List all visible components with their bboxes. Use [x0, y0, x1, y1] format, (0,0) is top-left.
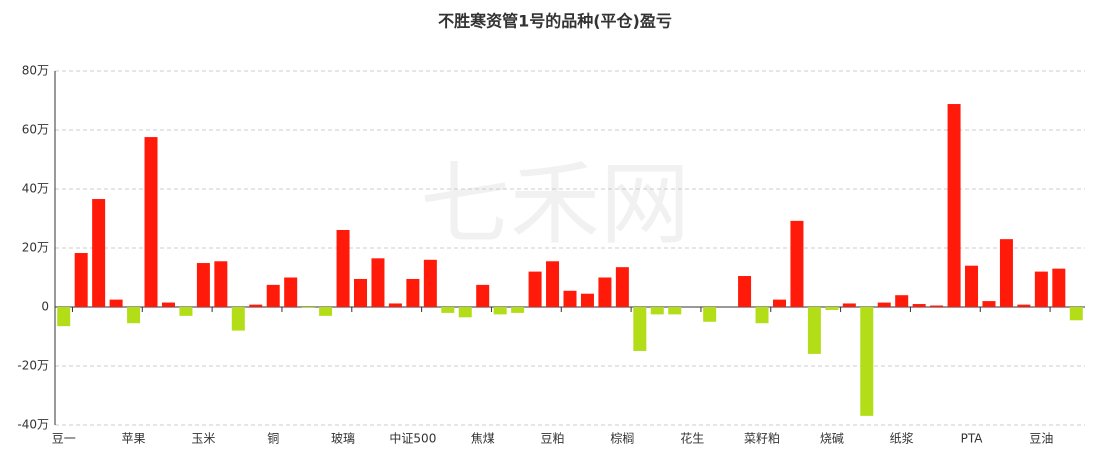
x-tick-label: 豆一 [52, 432, 76, 446]
y-tick-label: -40万 [17, 418, 49, 432]
bar [842, 303, 856, 307]
bar [825, 307, 839, 310]
x-tick-label: 烧碱 [820, 432, 844, 446]
bar [109, 299, 123, 307]
x-tick-label: 花生 [680, 431, 704, 446]
bar [633, 307, 647, 351]
bar [668, 307, 682, 315]
x-tick-label: 棕榈 [610, 431, 634, 446]
bar [336, 230, 350, 307]
y-tick-label: 60万 [22, 123, 49, 137]
bar [930, 305, 944, 307]
bar [650, 307, 664, 315]
bar [912, 304, 926, 307]
bar [179, 307, 193, 316]
bar [388, 303, 402, 307]
bar [615, 267, 629, 307]
chart-title: 不胜寒资管1号的品种(平仓)盈亏 [438, 12, 672, 31]
bar [772, 299, 786, 307]
bar [214, 261, 228, 307]
bar [703, 307, 717, 322]
y-tick-label: 20万 [22, 241, 49, 255]
bar [57, 307, 71, 327]
x-tick-label: 玻璃 [331, 432, 355, 446]
bar [458, 307, 472, 318]
x-tick-label: 菜籽粕 [744, 431, 780, 446]
bar [563, 290, 577, 307]
x-tick-label: 中证500 [389, 431, 436, 446]
bar [423, 259, 437, 307]
bar [196, 263, 210, 307]
bar [354, 278, 368, 307]
bar [1034, 271, 1048, 307]
bar [528, 271, 542, 307]
bar [284, 277, 298, 307]
bar [965, 265, 979, 307]
bar [877, 302, 891, 307]
bar [598, 277, 612, 307]
x-tick-label: 苹果 [122, 432, 146, 446]
bar [807, 307, 821, 354]
x-tick-label: 豆油 [1029, 432, 1053, 446]
bar [144, 137, 158, 307]
bar [127, 307, 141, 324]
bar [982, 301, 996, 307]
bar [947, 104, 961, 307]
y-tick-label: -20万 [17, 359, 49, 373]
x-tick-label: 豆粕 [541, 431, 565, 446]
bar [74, 253, 88, 307]
bar [319, 307, 333, 316]
bar [266, 284, 280, 307]
bar [371, 258, 385, 307]
x-tick-label: 玉米 [191, 432, 215, 446]
x-tick-label: 铜 [267, 431, 279, 446]
y-tick-label: 80万 [22, 64, 49, 78]
bar [755, 307, 769, 324]
bar [161, 302, 175, 307]
bar [580, 293, 594, 307]
bar [546, 261, 560, 307]
x-tick-label: PTA [961, 432, 984, 446]
bar [790, 220, 804, 307]
bar [1017, 304, 1031, 307]
bar [1052, 268, 1066, 307]
y-tick-label: 0 [41, 300, 49, 314]
bar [999, 239, 1013, 307]
bar [406, 278, 420, 307]
y-tick-label: 40万 [22, 182, 49, 196]
bar [441, 307, 455, 313]
bar [231, 307, 245, 331]
bar [476, 284, 490, 307]
x-tick-label: 焦煤 [471, 432, 495, 446]
bar [301, 307, 315, 308]
bar [511, 307, 525, 313]
x-tick-label: 纸浆 [890, 431, 914, 446]
bar [1069, 307, 1083, 321]
bar [738, 276, 752, 307]
bar [493, 307, 507, 315]
bar [249, 304, 263, 307]
bar [860, 307, 874, 416]
watermark: 七禾网 [420, 152, 690, 257]
bar [92, 199, 106, 307]
bar [895, 295, 909, 307]
